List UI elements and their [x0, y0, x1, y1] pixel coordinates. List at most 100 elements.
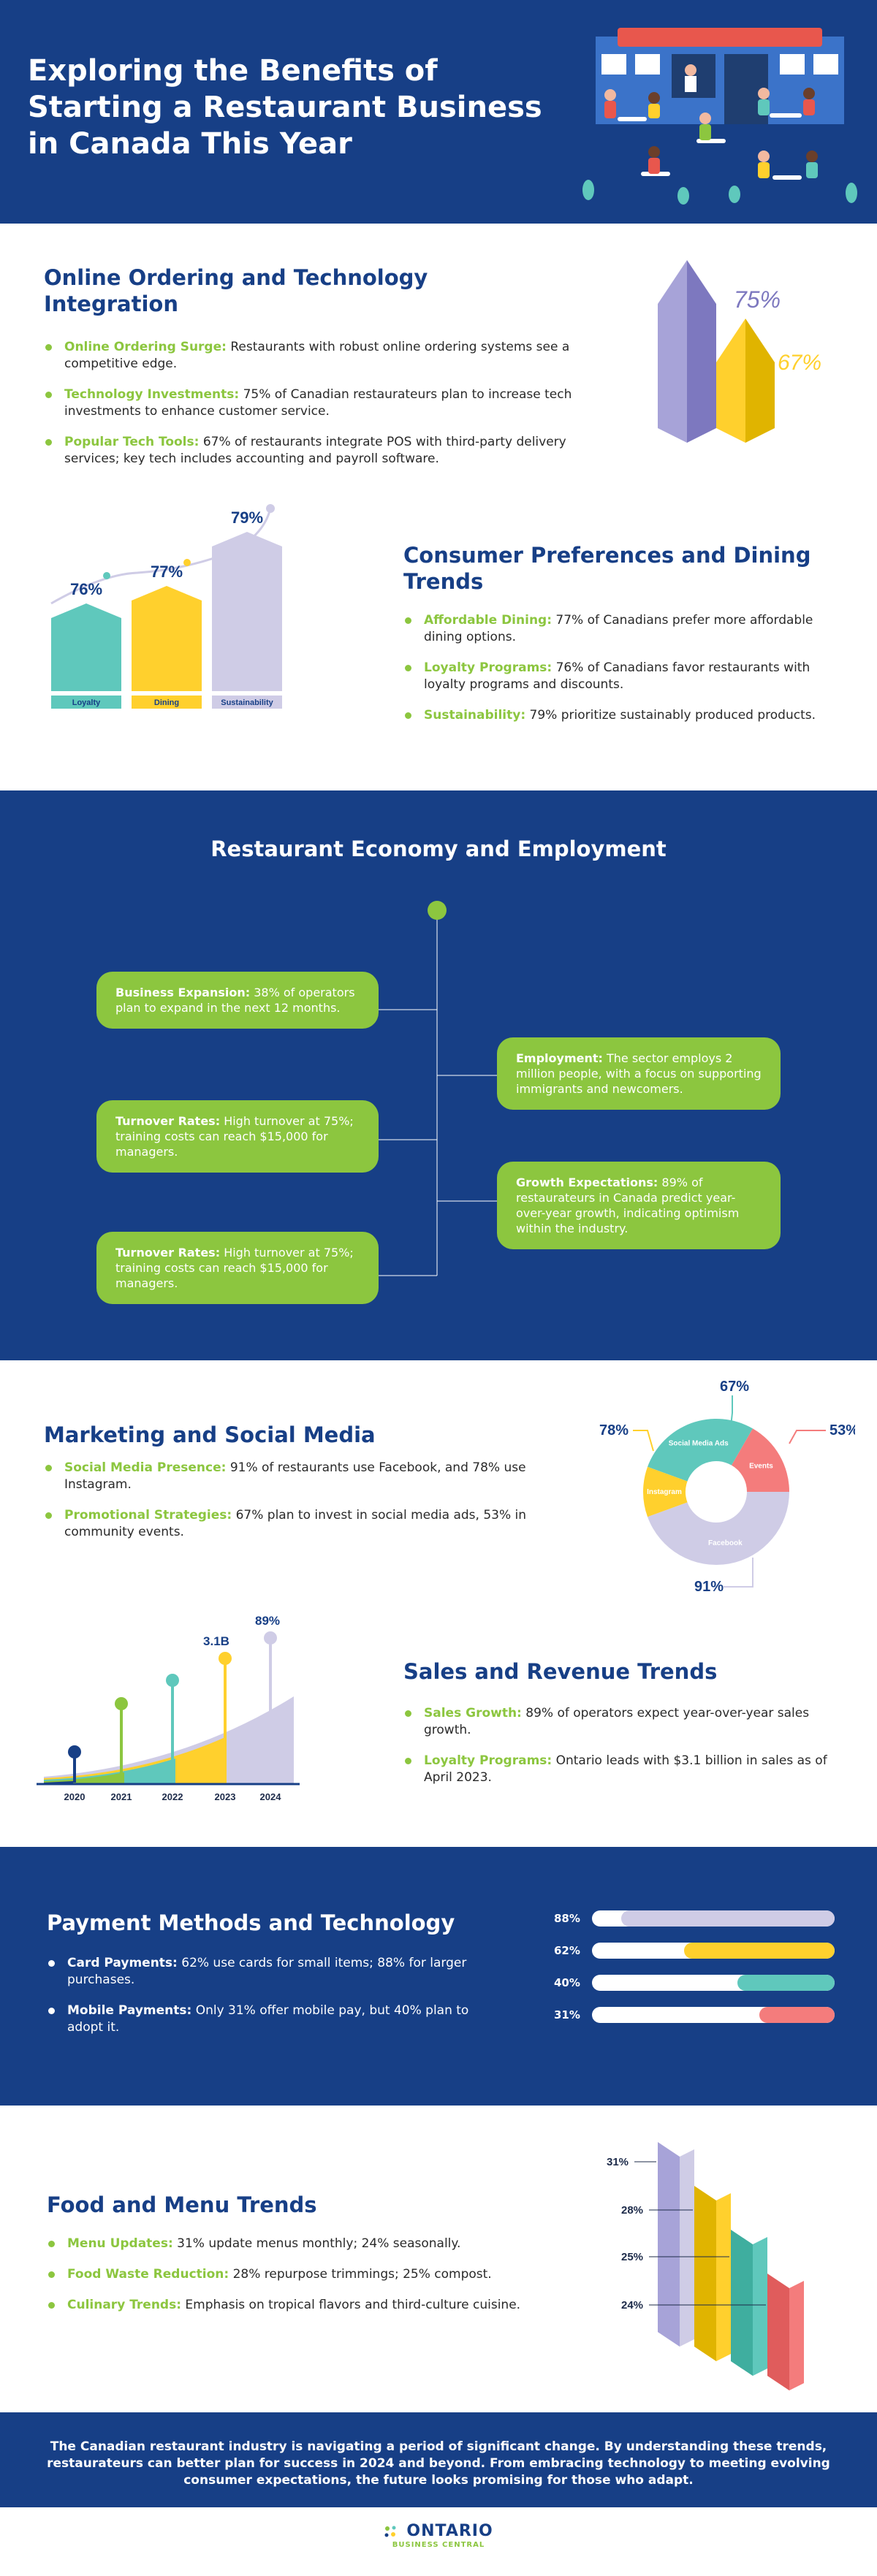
economy-title: Restaurant Economy and Employment	[210, 837, 667, 861]
list-item: Promotional Strategies: 67% plan to inve…	[44, 1507, 555, 1541]
bar3d-yellow-side	[694, 2186, 716, 2361]
footer-banner: The Canadian restaurant industry is navi…	[0, 2412, 877, 2507]
payment-bar-row: 31%	[554, 2006, 835, 2024]
food-label-31: 31%	[607, 2156, 629, 2168]
bar3d-teal-side	[731, 2230, 753, 2376]
trend-dot-dining	[183, 559, 191, 566]
bar3d-coral-side	[767, 2274, 789, 2390]
logo-main-text: ONTARIO	[406, 2522, 493, 2540]
growth-pin-head	[68, 1745, 81, 1758]
online-ordering-section: Online Ordering and Technology Integrati…	[0, 224, 877, 465]
payment-bar-track	[592, 1943, 835, 1959]
payment-bar-row: 40%	[554, 1974, 835, 1992]
sales-title: Sales and Revenue Trends	[403, 1659, 718, 1684]
growth-area-green	[44, 1772, 124, 1784]
footer-text: The Canadian restaurant industry is navi…	[47, 2439, 830, 2488]
marketing-list: Social Media Presence: 91% of restaurant…	[44, 1460, 555, 1555]
list-item: Mobile Payments: Only 31% offer mobile p…	[47, 2003, 471, 2036]
list-item: Popular Tech Tools: 67% of restaurants i…	[44, 434, 599, 465]
payment-bar-fill	[620, 1910, 835, 1927]
growth-year-label: 2021	[111, 1791, 132, 1802]
growth-area-teal	[44, 1758, 175, 1784]
bar3d-coral-face	[789, 2281, 804, 2390]
online-ordering-title: Online Ordering and Technology Integrati…	[44, 265, 428, 316]
growth-year-label: 2020	[64, 1791, 86, 1802]
cone-label-b: 67%	[778, 351, 821, 375]
payments-list: Card Payments: 62% use cards for small i…	[47, 1955, 471, 2050]
donut-slice	[732, 1428, 789, 1492]
header-banner: Exploring the Benefits of Starting a Res…	[0, 0, 877, 224]
payment-bar-label: 31%	[554, 2008, 580, 2021]
bar3d-lavender-face	[680, 2149, 694, 2347]
cone-left-a	[658, 260, 687, 443]
growth-year-label: 2023	[215, 1791, 236, 1802]
marketing-section: Marketing and Social Media Social Media …	[0, 1360, 877, 1609]
food-label-25: 25%	[621, 2251, 643, 2263]
list-item: Menu Updates: 31% update menus monthly; …	[47, 2236, 573, 2252]
marketing-donut-chart: Social Media Ads Events Facebook Instagram 6…	[599, 1379, 855, 1594]
growth-label-2024: 89%	[255, 1614, 280, 1628]
growth-area-lavender	[44, 1696, 294, 1784]
tree-root-dot	[428, 901, 447, 920]
economy-box-employment: Employment: The sector employs 2 million…	[497, 1037, 781, 1110]
list-item: Technology Investments: 75% of Canadian …	[44, 386, 599, 420]
donut-value: 78%	[599, 1422, 629, 1438]
list-item: Social Media Presence: 91% of restaurant…	[44, 1460, 555, 1493]
consumer-bar-value: 76%	[70, 580, 102, 598]
donut-leader	[724, 1558, 753, 1588]
growth-pin-head	[264, 1631, 277, 1645]
payment-bar-fill	[684, 1943, 835, 1959]
list-item: Online Ordering Surge: Restaurants with …	[44, 339, 599, 373]
cone-label-a: 75%	[734, 286, 781, 313]
payment-bar-track	[592, 2007, 835, 2023]
sales-growth-chart: 2020 2021 2022 2023 2024 3.1B 89%	[37, 1614, 300, 1802]
economy-box-growth: Growth Expectations: 89% of restaurateur…	[497, 1162, 781, 1249]
donut-slice-label: Facebook	[708, 1539, 743, 1547]
logo-dots-icon	[384, 2526, 396, 2537]
payment-bar-label: 62%	[554, 1944, 580, 1957]
payment-bar-label: 88%	[554, 1912, 580, 1925]
consumer-bar-dining	[132, 586, 202, 691]
payments-section: Payment Methods and Technology Card Paym…	[0, 1847, 877, 2106]
food-label-28: 28%	[621, 2204, 643, 2217]
donut-slice-label: Instagram	[647, 1488, 682, 1496]
food-section: Food and Menu Trends Menu Updates: 31% u…	[0, 2106, 877, 2412]
list-item: Affordable Dining: 77% of Canadians pref…	[403, 612, 842, 646]
payment-bar-label: 40%	[554, 1976, 580, 1989]
payments-title: Payment Methods and Technology	[47, 1910, 455, 1935]
ontario-business-central-logo: ONTARIO BUSINESS CENTRAL	[0, 2522, 877, 2549]
economy-box-turnover: Turnover Rates: High turnover at 75%; tr…	[96, 1100, 379, 1173]
consumer-bar-chart: 76% Loyalty 77% Dining 79% Sustainability	[50, 504, 282, 709]
consumer-bar-value: 77%	[151, 563, 183, 581]
payments-bar-chart: 88% 62% 40% 31%	[554, 1910, 835, 2038]
logo-sub-text: BUSINESS CENTRAL	[392, 2540, 485, 2549]
growth-year-label: 2022	[162, 1791, 183, 1802]
consumer-bar-label-bg	[51, 696, 121, 709]
trend-dot-loyalty	[103, 572, 110, 579]
consumer-list: Affordable Dining: 77% of Canadians pref…	[403, 612, 842, 738]
marketing-title: Marketing and Social Media	[44, 1422, 376, 1447]
economy-box-expansion: Business Expansion: 38% of operators pla…	[96, 972, 379, 1029]
online-ordering-list: Online Ordering Surge: Restaurants with …	[44, 339, 599, 465]
economy-tree-lines	[379, 901, 497, 1276]
list-item: Card Payments: 62% use cards for small i…	[47, 1955, 471, 1989]
growth-area-yellow	[44, 1737, 227, 1784]
bar3d-lavender-side	[658, 2142, 680, 2347]
list-item: Loyalty Programs: 76% of Canadians favor…	[403, 660, 842, 693]
bar3d-teal-face	[753, 2237, 767, 2376]
restaurant-illustration	[581, 28, 859, 205]
consumer-bar-label: Dining	[154, 698, 179, 707]
consumer-bar-label-bg	[132, 696, 202, 709]
page-title: Exploring the Benefits of Starting a Res…	[28, 54, 542, 161]
consumer-bar-label: Loyalty	[72, 698, 101, 707]
trend-dot-sustainability	[266, 504, 275, 513]
food-label-24: 24%	[621, 2299, 643, 2312]
growth-year-label: 2024	[260, 1791, 282, 1802]
list-item: Sales Growth: 89% of operators expect ye…	[403, 1705, 842, 1739]
donut-slice-label: Social Media Ads	[669, 1439, 729, 1447]
list-item: Sustainability: 79% prioritize sustainab…	[403, 707, 842, 724]
donut-slice	[648, 1492, 789, 1565]
growth-pin-head	[166, 1674, 179, 1687]
food-3d-bar-chart: 31% 28% 25% 24%	[607, 2142, 804, 2390]
donut-leader	[789, 1430, 826, 1444]
